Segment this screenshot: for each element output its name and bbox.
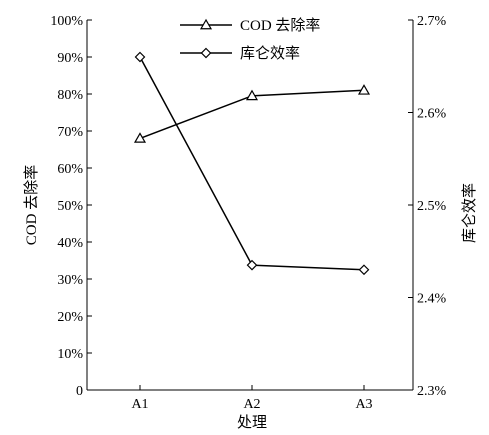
left-tick-label: 20% [57,310,83,325]
left-tick-label: 90% [57,51,83,66]
series-0-point [357,84,371,95]
legend-label-1: 库仑效率 [240,45,300,62]
left-tick-label: 70% [57,125,83,140]
left-tick-label: 80% [57,88,83,103]
right-tick-label: 2.5% [417,199,447,214]
series-1-point [358,264,370,276]
series-line-1 [139,56,365,271]
right-axis-title: 库仑效率 [461,183,478,243]
series-0-point [133,132,147,143]
left-tick-label: 60% [57,162,83,177]
right-tick-label: 2.6% [417,107,447,122]
axes-layer: 0 10% 20% 30% 40% 50% 60% 70% 80% 90% 100% 2.3% 2.4%… [23,14,478,431]
left-tick-label: 30% [57,273,83,288]
left-tick-label: 0 [76,384,83,399]
series-1-point [134,51,146,63]
left-axis-title: COD 去除率 [23,165,40,245]
right-tick-label: 2.4% [417,292,447,307]
series-layer [133,51,371,276]
left-tick-label: 10% [57,347,83,362]
x-tick-label: A2 [243,397,260,412]
left-tick-label: 50% [57,199,83,214]
x-axis-title: 处理 [237,414,267,431]
x-tick-label: A3 [355,397,372,412]
left-tick-label: 40% [57,236,83,251]
x-tick-label: A1 [131,397,148,412]
legend-label-0: COD 去除率 [240,17,320,34]
left-tick-label: 100% [50,14,83,29]
right-tick-label: 2.7% [417,14,447,29]
right-tick-label: 2.3% [417,384,447,399]
series-0-point [245,89,259,101]
series-1-point [246,259,258,271]
legend-marker-1 [200,47,212,59]
legend-marker-0 [199,18,213,30]
